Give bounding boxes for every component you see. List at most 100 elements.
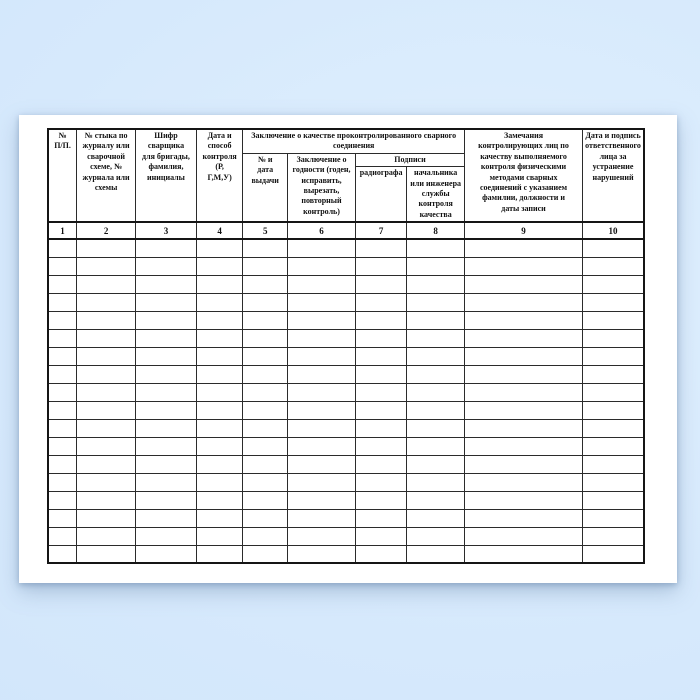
- table-cell: [464, 418, 584, 438]
- table-cell: [47, 346, 78, 366]
- table-cell: [464, 544, 584, 564]
- table-cell: [354, 436, 408, 456]
- table-cell: [76, 256, 137, 276]
- table-cell: [582, 274, 645, 294]
- table-cell: [464, 436, 584, 456]
- table-cell: [582, 436, 645, 456]
- column-number: 9: [464, 221, 584, 241]
- table-cell: [135, 328, 197, 348]
- table-cell: [195, 346, 244, 366]
- table-cell: [287, 274, 356, 294]
- table-cell: [135, 508, 197, 528]
- table-cell: [582, 292, 645, 312]
- table-row: [47, 526, 645, 546]
- table-cell: [47, 382, 78, 402]
- table-cell: [195, 364, 244, 384]
- table-cell: [47, 238, 78, 258]
- table-cell: [195, 328, 244, 348]
- table-body: [47, 238, 645, 564]
- table-cell: [76, 490, 137, 510]
- table-cell: [287, 454, 356, 474]
- table-cell: [354, 418, 408, 438]
- table-cell: [195, 400, 244, 420]
- header-group-conclusion: Заключение о качестве проконтролированно…: [242, 128, 466, 154]
- column-number: 6: [287, 221, 356, 241]
- table-cell: [47, 454, 78, 474]
- table-cell: [76, 418, 137, 438]
- table-cell: [582, 382, 645, 402]
- table-cell: [582, 346, 645, 366]
- table-cell: [287, 418, 356, 438]
- table-cell: [406, 454, 466, 474]
- table-cell: [406, 508, 466, 528]
- table-cell: [354, 454, 408, 474]
- table-cell: [47, 274, 78, 294]
- table-cell: [76, 364, 137, 384]
- table-cell: [406, 490, 466, 510]
- table-row: [47, 544, 645, 564]
- table-cell: [47, 400, 78, 420]
- table-cell: [354, 346, 408, 366]
- table-cell: [464, 238, 584, 258]
- table-cell: [195, 382, 244, 402]
- header-col-10-date-signature: Дата и подпись ответственного лица за ус…: [582, 128, 645, 223]
- column-number: 1: [47, 221, 78, 241]
- header-col-4-date-method: Дата и способ контроля (Р, Г,М,У): [195, 128, 244, 223]
- table-cell: [135, 310, 197, 330]
- table-cell: [76, 382, 137, 402]
- table-cell: [135, 274, 197, 294]
- table-cell: [582, 364, 645, 384]
- table-row: [47, 436, 645, 456]
- table-cell: [582, 508, 645, 528]
- table-cell: [354, 472, 408, 492]
- table-cell: [195, 418, 244, 438]
- table-cell: [406, 238, 466, 258]
- table-cell: [47, 472, 78, 492]
- table-cell: [135, 364, 197, 384]
- table-cell: [242, 490, 289, 510]
- table-cell: [406, 310, 466, 330]
- table-cell: [135, 472, 197, 492]
- table-cell: [195, 454, 244, 474]
- table-cell: [354, 382, 408, 402]
- table-cell: [582, 238, 645, 258]
- document-page: № П/П. № стыка по журналу или сварочной …: [19, 115, 677, 583]
- table-cell: [76, 544, 137, 564]
- table-cell: [582, 256, 645, 276]
- table-cell: [47, 310, 78, 330]
- table-cell: [406, 418, 466, 438]
- table-cell: [582, 454, 645, 474]
- column-number: 2: [76, 221, 137, 241]
- table-cell: [354, 400, 408, 420]
- table-cell: [464, 364, 584, 384]
- table-cell: [195, 490, 244, 510]
- table-cell: [406, 346, 466, 366]
- table-cell: [406, 328, 466, 348]
- table-cell: [464, 310, 584, 330]
- table-cell: [47, 364, 78, 384]
- table-cell: [582, 490, 645, 510]
- table-cell: [242, 544, 289, 564]
- table-cell: [242, 256, 289, 276]
- table-cell: [76, 526, 137, 546]
- table-cell: [135, 256, 197, 276]
- table-cell: [135, 346, 197, 366]
- header-group-signatures: Подписи: [354, 152, 466, 168]
- table-cell: [464, 292, 584, 312]
- header-col-3-welder-code: Шифр сварщика для бригады, фамилия, иниц…: [135, 128, 197, 223]
- table-cell: [582, 310, 645, 330]
- table-cell: [195, 526, 244, 546]
- table-cell: [464, 490, 584, 510]
- table-cell: [76, 292, 137, 312]
- table-cell: [354, 328, 408, 348]
- table-cell: [242, 274, 289, 294]
- column-number-row: 1 2 3 4 5 6 7 8 9 10: [47, 221, 645, 241]
- table-cell: [135, 400, 197, 420]
- table-cell: [47, 526, 78, 546]
- table-cell: [354, 490, 408, 510]
- table-cell: [135, 292, 197, 312]
- table-cell: [47, 544, 78, 564]
- table-cell: [582, 526, 645, 546]
- table-cell: [47, 418, 78, 438]
- table-cell: [354, 364, 408, 384]
